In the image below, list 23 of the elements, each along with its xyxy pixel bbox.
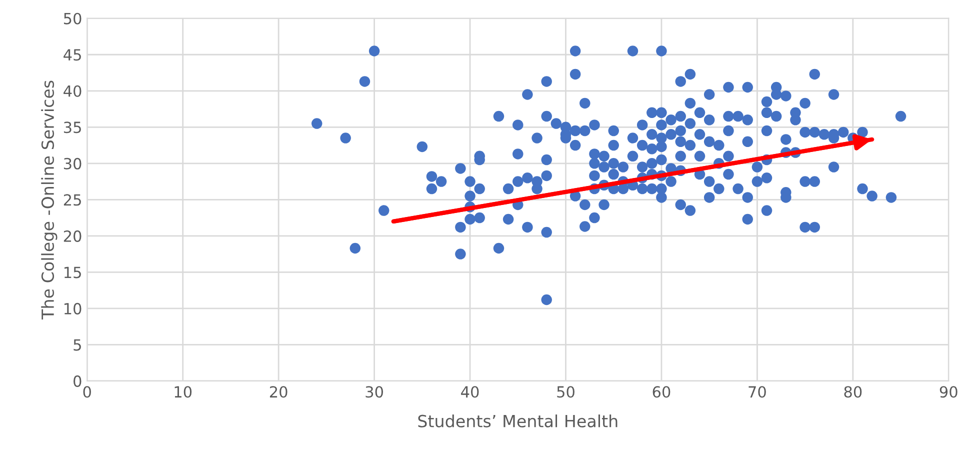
y-tick-label: 45 — [64, 49, 81, 61]
y-axis-title: The College -Online Services — [41, 80, 58, 320]
x-tick-label: 90 — [940, 386, 958, 398]
y-tick-label: 20 — [64, 230, 82, 242]
y-tick-label: 35 — [64, 122, 81, 134]
x-tick-label: 70 — [748, 386, 766, 398]
x-tick-label: 50 — [557, 386, 574, 398]
y-tick-label: 25 — [64, 194, 81, 206]
x-axis-title: Students’ Mental Health — [418, 414, 618, 428]
x-tick-label: 20 — [270, 386, 288, 398]
x-tick-label: 30 — [366, 386, 383, 398]
y-tick-label: 15 — [64, 266, 81, 278]
x-tick-label: 40 — [461, 386, 479, 398]
x-tick-label: 0 — [83, 386, 91, 398]
y-tick-label: 5 — [74, 339, 81, 351]
x-tick-label: 60 — [652, 386, 670, 398]
y-tick-label: 0 — [74, 375, 82, 387]
x-tick-label: 10 — [174, 386, 192, 398]
x-tick-label: 80 — [844, 386, 862, 398]
y-tick-label: 50 — [64, 12, 82, 24]
y-tick-label: 30 — [64, 158, 82, 170]
y-tick-label: 40 — [64, 85, 82, 97]
y-tick-label: 10 — [64, 302, 82, 314]
